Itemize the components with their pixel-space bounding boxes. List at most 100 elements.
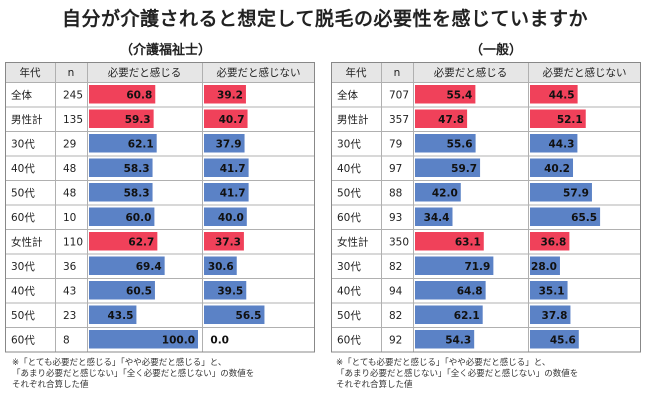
table-header-bg — [331, 62, 641, 83]
footnote-caregivers: ※「とても必要だと感じる」「やや必要だと感じる」と、 「あまり必要だと感じない」… — [12, 358, 254, 391]
row-label: 30代 — [11, 138, 35, 150]
bar-no-need-label: 57.9 — [563, 187, 589, 199]
bar-need-label: 62.1 — [128, 138, 154, 150]
bar-need — [415, 305, 483, 324]
footnote-line: 「あまり必要だと感じない」「全く必要だと感じない」の数値を — [12, 369, 255, 379]
bar-need — [415, 281, 486, 300]
bar-need — [89, 183, 153, 202]
bar-need — [415, 158, 481, 177]
bar-no-need-label: 56.5 — [236, 310, 262, 322]
bar-need-label: 55.6 — [447, 138, 473, 150]
bar-no-need-label: 44.3 — [548, 138, 574, 150]
bar-no-need-label: 0.0 — [210, 334, 229, 346]
row-label: 40代 — [337, 163, 361, 175]
row-n-value: 707 — [389, 89, 409, 101]
row-n-value: 245 — [63, 89, 83, 101]
row-label: 30代 — [11, 261, 35, 273]
bar-no-need — [530, 158, 574, 177]
row-n-value: 82 — [389, 310, 402, 322]
column-header: 年代 — [346, 66, 367, 79]
bar-need — [415, 134, 476, 153]
bar-need-label: 54.3 — [445, 334, 471, 346]
bar-no-need-label: 28.0 — [531, 261, 557, 273]
panel-title-caregivers: （介護福祉士） — [120, 43, 212, 58]
bar-no-need-label: 40.7 — [219, 114, 245, 126]
table-header-bg — [5, 62, 315, 83]
bar-need-label: 43.5 — [107, 310, 133, 322]
bar-need-label: 55.4 — [446, 89, 472, 101]
bar-need — [415, 109, 468, 128]
footnote-line: ※「とても必要だと感じる」「やや必要だと感じる」と、 — [12, 358, 227, 368]
bar-no-need-label: 37.8 — [542, 310, 568, 322]
bar-no-need-label: 45.6 — [550, 334, 576, 346]
footnote-line: それぞれ合算した値 — [12, 380, 89, 390]
row-n-value: 79 — [389, 138, 402, 150]
bar-no-need — [204, 134, 245, 153]
row-n-value: 48 — [63, 163, 76, 175]
table-border — [331, 62, 641, 353]
row-n-value: 29 — [63, 138, 76, 150]
column-header: 必要だと感じる — [434, 66, 508, 79]
bar-need — [89, 207, 155, 226]
bar-no-need-label: 44.5 — [549, 89, 575, 101]
row-label: 50代 — [11, 310, 35, 322]
bar-no-need — [530, 232, 570, 251]
bar-need-label: 60.8 — [126, 89, 152, 101]
bar-need-label: 62.7 — [128, 236, 154, 248]
bar-no-need — [530, 330, 579, 349]
row-n-value: 97 — [389, 163, 402, 175]
bar-need-label: 60.5 — [126, 285, 152, 297]
page-title: 自分が介護されると想定して脱毛の必要性を感じていますか — [62, 8, 588, 30]
row-n-value: 92 — [389, 334, 402, 346]
row-n-value: 357 — [389, 114, 409, 126]
bar-need — [89, 109, 154, 128]
bar-no-need-label: 37.3 — [215, 236, 241, 248]
row-label: 60代 — [337, 212, 361, 224]
bar-need — [89, 256, 165, 275]
bar-no-need-label: 41.7 — [220, 163, 246, 175]
column-header: 必要だと感じない — [543, 66, 627, 79]
bar-no-need-label: 40.2 — [544, 163, 570, 175]
bar-no-need — [204, 256, 237, 275]
bar-need — [89, 281, 155, 300]
row-label: 30代 — [337, 261, 361, 273]
bar-need — [89, 134, 157, 153]
bar-need — [89, 305, 137, 324]
bar-no-need-label: 41.7 — [220, 187, 246, 199]
bar-need-label: 59.7 — [451, 163, 477, 175]
row-n-value: 94 — [389, 285, 403, 297]
column-header: n — [68, 67, 75, 79]
row-label: 全体 — [337, 88, 358, 101]
bar-need-label: 47.8 — [438, 114, 464, 126]
row-label: 全体 — [11, 88, 32, 101]
bar-no-need — [204, 207, 247, 226]
bar-need-label: 58.3 — [124, 163, 150, 175]
row-label: 50代 — [337, 310, 361, 322]
row-n-value: 93 — [389, 212, 402, 224]
bar-no-need — [204, 85, 246, 104]
bar-no-need — [204, 183, 249, 202]
bar-no-need-label: 36.8 — [540, 236, 566, 248]
table-border — [5, 62, 315, 353]
row-n-value: 36 — [63, 261, 77, 273]
row-label: 60代 — [11, 334, 35, 346]
row-label: 40代 — [11, 285, 35, 297]
footnote-line: ※「とても必要だと感じる」「やや必要だと感じる」と、 — [336, 358, 551, 368]
row-label: 50代 — [11, 187, 35, 199]
row-label: 男性計 — [11, 113, 43, 126]
footnote-line: それぞれ合算した値 — [336, 380, 413, 390]
bar-need — [89, 158, 153, 177]
bar-no-need — [530, 305, 571, 324]
panel-title-general: （一般） — [470, 43, 523, 58]
bar-no-need-label: 30.6 — [208, 261, 234, 273]
row-label: 女性計 — [337, 235, 369, 248]
bar-need — [415, 330, 475, 349]
bar-no-need — [204, 109, 248, 128]
bar-need-label: 100.0 — [162, 334, 195, 346]
bar-no-need — [204, 232, 244, 251]
bar-no-need-label: 39.5 — [217, 285, 243, 297]
bar-no-need — [530, 183, 592, 202]
bar-no-need-label: 65.5 — [571, 212, 597, 224]
bar-no-need-label: 39.2 — [217, 89, 243, 101]
